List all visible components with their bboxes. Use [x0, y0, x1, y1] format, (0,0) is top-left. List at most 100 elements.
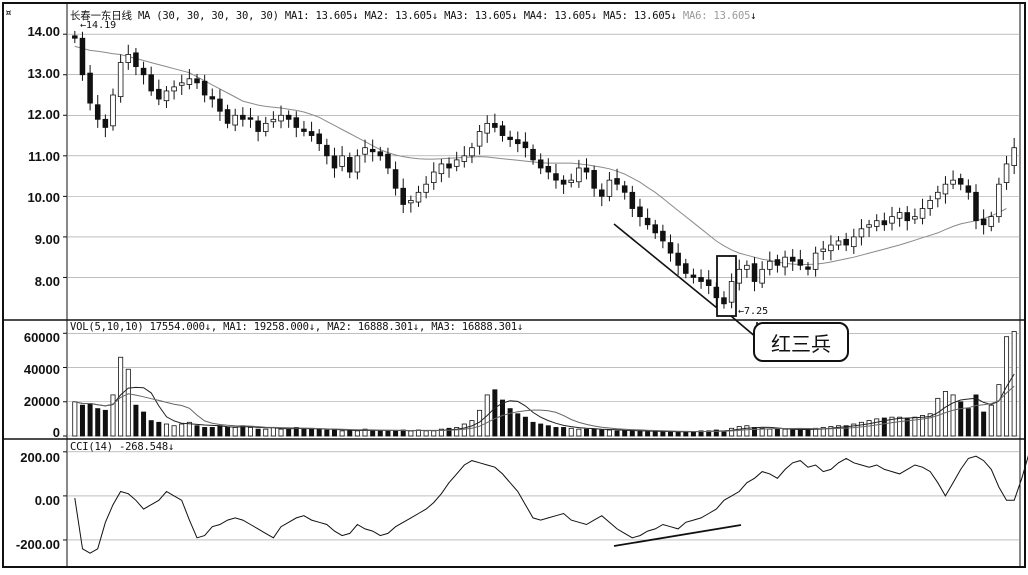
volume-bar	[133, 404, 139, 437]
volume-bar	[797, 429, 803, 437]
volume-bar	[904, 418, 910, 437]
candle-body	[1003, 163, 1010, 183]
volume-bar	[87, 403, 93, 437]
candle-body	[377, 151, 384, 157]
candle-body	[537, 159, 544, 169]
volume-title: VOL(5,10,10)	[70, 321, 144, 333]
candle-body	[843, 238, 849, 246]
candle-body	[667, 242, 674, 254]
ma1-value: 13.605	[315, 10, 353, 22]
volume-bar	[110, 394, 116, 437]
volume-bar	[713, 429, 719, 437]
candle-body	[278, 114, 284, 122]
volume-bar	[225, 427, 231, 437]
candle-body	[851, 236, 857, 248]
candle-body	[805, 266, 811, 270]
candle-body	[232, 114, 238, 126]
candle-body	[652, 224, 659, 234]
volume-bar	[263, 428, 269, 437]
low-price-value: 7.25	[744, 306, 769, 317]
candle-body	[499, 125, 506, 136]
candle-body	[301, 128, 307, 132]
candle-body	[209, 96, 216, 100]
candle-body	[79, 37, 86, 76]
volume-bar	[186, 421, 192, 437]
volume-bar	[675, 431, 681, 437]
candle-body	[568, 179, 574, 183]
vol-ma1-value: 19258.000	[253, 321, 309, 333]
candle-body	[621, 185, 628, 193]
candle-body	[270, 118, 277, 123]
volume-bar	[996, 384, 1002, 437]
candle-body	[117, 62, 124, 98]
downtrend-line	[613, 223, 718, 309]
candle-body	[316, 133, 322, 145]
volume-bar	[897, 416, 903, 437]
volume-bar	[599, 429, 605, 437]
volume-bar	[438, 428, 444, 437]
candle-body	[262, 122, 269, 132]
candle-body	[94, 104, 101, 120]
candle-body	[110, 94, 116, 127]
candle-body	[637, 206, 643, 218]
candle-body	[576, 167, 582, 183]
volume-bar	[950, 394, 956, 437]
volume-bar	[79, 404, 85, 437]
candle-body	[675, 252, 681, 266]
price-tick-label: 14.00	[27, 24, 60, 39]
ma2-value: 13.605	[395, 10, 432, 22]
volume-bar	[446, 427, 452, 437]
volume-bar	[454, 427, 460, 437]
volume-bar	[668, 431, 674, 437]
volume-bar	[942, 391, 948, 437]
candle-body	[331, 155, 338, 169]
volume-bar	[690, 431, 696, 437]
volume-bar	[270, 427, 276, 437]
candle-body	[935, 191, 941, 200]
candle-body	[247, 117, 254, 120]
volume-bar	[370, 429, 376, 437]
candle-body	[354, 155, 361, 173]
candle-body	[751, 263, 758, 282]
chart-menu-icon[interactable]: ¤	[5, 6, 12, 19]
volume-bar	[561, 427, 567, 437]
volume-bar	[1011, 331, 1017, 437]
candle-body	[308, 131, 315, 136]
ma6-label: MA6	[682, 10, 702, 22]
volume-bar	[148, 420, 154, 437]
volume-bar	[293, 427, 299, 437]
volume-bar	[935, 397, 941, 437]
volume-bar	[522, 416, 528, 437]
cci-line	[74, 455, 1028, 554]
volume-bar	[431, 430, 437, 437]
candle-body	[201, 80, 208, 96]
candle-body	[87, 72, 93, 104]
volume-bar	[301, 428, 307, 437]
volume-ma5-line	[74, 373, 1015, 433]
candle-body	[896, 212, 903, 219]
ma4-value: 13.605	[554, 10, 592, 22]
volume-bar	[255, 428, 261, 437]
candle-body	[858, 228, 865, 238]
candle-body	[515, 139, 521, 145]
volume-bar	[652, 431, 658, 437]
ma5-value: 13.605	[633, 10, 671, 22]
candle-body	[171, 86, 177, 92]
volume-bar	[782, 428, 788, 437]
volume-bar	[790, 429, 796, 437]
volume-bar	[423, 430, 429, 437]
candle-body	[721, 297, 727, 305]
volume-bar	[927, 413, 933, 437]
volume-bar	[881, 417, 887, 437]
volume-bar	[309, 428, 315, 437]
volume-bar	[767, 428, 773, 437]
candle-body	[446, 163, 452, 169]
candle-body	[988, 216, 995, 227]
volume-bar	[339, 430, 345, 437]
volume-bar	[729, 427, 735, 437]
candle-body	[133, 52, 139, 68]
volume-bar	[981, 411, 987, 437]
volume-bar	[988, 404, 994, 437]
volume-bar	[125, 368, 131, 437]
candle-body	[148, 74, 154, 92]
